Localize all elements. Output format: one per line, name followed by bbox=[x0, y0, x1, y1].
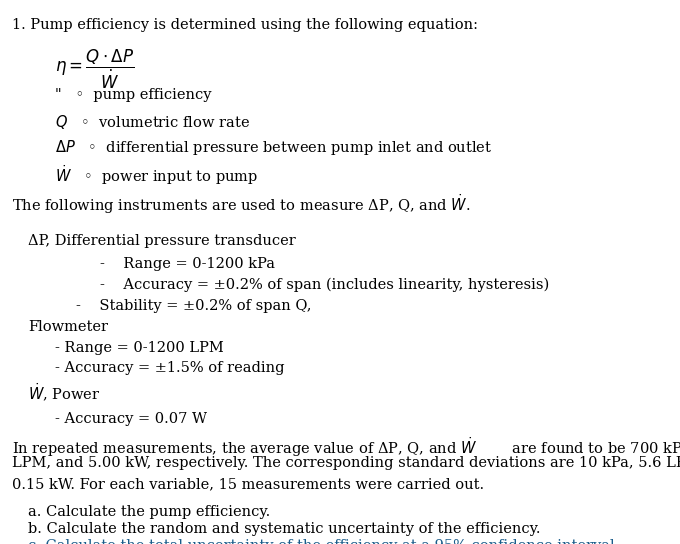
Text: $\dot{W}$, Power: $\dot{W}$, Power bbox=[28, 382, 101, 404]
Text: $\dot{W}$   ◦  power input to pump: $\dot{W}$ ◦ power input to pump bbox=[55, 163, 258, 187]
Text: 1. Pump efficiency is determined using the following equation:: 1. Pump efficiency is determined using t… bbox=[12, 18, 478, 32]
Text: The following instruments are used to measure ΔP, Q, and $\dot{W}$.: The following instruments are used to me… bbox=[12, 192, 471, 216]
Text: c. Calculate the total uncertainty of the efficiency at a 95% confidence interva: c. Calculate the total uncertainty of th… bbox=[28, 539, 619, 544]
Text: -    Range = 0-1200 kPa: - Range = 0-1200 kPa bbox=[100, 257, 275, 271]
Text: a. Calculate the pump efficiency.: a. Calculate the pump efficiency. bbox=[28, 505, 270, 519]
Text: 0.15 kW. For each variable, 15 measurements were carried out.: 0.15 kW. For each variable, 15 measureme… bbox=[12, 477, 484, 491]
Text: In repeated measurements, the average value of ΔP, Q, and $\dot{W}$        are f: In repeated measurements, the average va… bbox=[12, 435, 680, 459]
Text: -    Stability = ±0.2% of span Q,: - Stability = ±0.2% of span Q, bbox=[76, 299, 311, 313]
Text: $\Delta P$   ◦  differential pressure between pump inlet and outlet: $\Delta P$ ◦ differential pressure betwe… bbox=[55, 138, 492, 157]
Text: - Range = 0-1200 LPM: - Range = 0-1200 LPM bbox=[55, 341, 224, 355]
Text: $Q$   ◦  volumetric flow rate: $Q$ ◦ volumetric flow rate bbox=[55, 113, 250, 131]
Text: - Accuracy = ±1.5% of reading: - Accuracy = ±1.5% of reading bbox=[55, 361, 284, 375]
Text: ΔP, Differential pressure transducer: ΔP, Differential pressure transducer bbox=[28, 234, 296, 248]
Text: b. Calculate the random and systematic uncertainty of the efficiency.: b. Calculate the random and systematic u… bbox=[28, 522, 541, 536]
Text: "   ◦  pump efficiency: " ◦ pump efficiency bbox=[55, 88, 211, 102]
Text: - Accuracy = 0.07 W: - Accuracy = 0.07 W bbox=[55, 412, 207, 426]
Text: Flowmeter: Flowmeter bbox=[28, 320, 108, 334]
Text: LPM, and 5.00 kW, respectively. The corresponding standard deviations are 10 kPa: LPM, and 5.00 kW, respectively. The corr… bbox=[12, 456, 680, 470]
Text: -    Accuracy = ±0.2% of span (includes linearity, hysteresis): - Accuracy = ±0.2% of span (includes lin… bbox=[100, 278, 549, 292]
Text: $\eta = \dfrac{Q \cdot \Delta P}{\dot{W}}$: $\eta = \dfrac{Q \cdot \Delta P}{\dot{W}… bbox=[55, 48, 134, 91]
